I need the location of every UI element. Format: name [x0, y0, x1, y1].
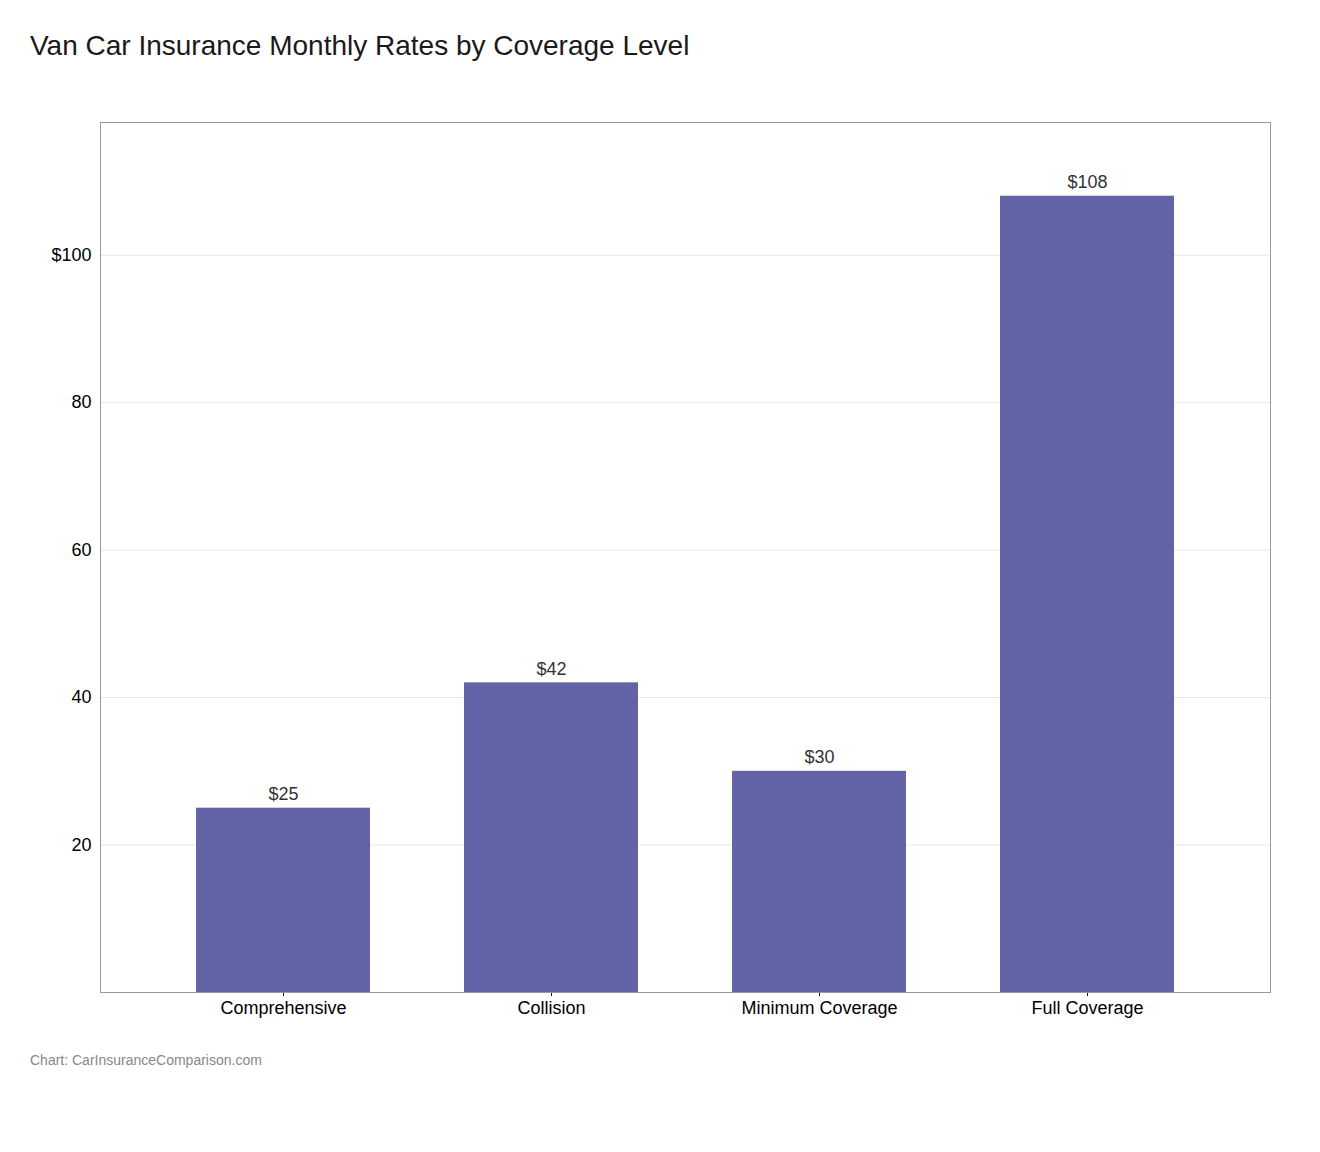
svg-text:60: 60 — [71, 540, 91, 560]
html-text:Chart: CarInsuranceComparison.: Chart: CarInsuranceComparison.com — [30, 1052, 262, 1068]
svg-text:$100: $100 — [51, 245, 91, 265]
svg-text:40: 40 — [71, 687, 91, 707]
svg-text:Comprehensive: Comprehensive — [220, 998, 346, 1018]
svg-text:$108: $108 — [1067, 172, 1107, 192]
svg-text:$25: $25 — [268, 784, 298, 804]
html-text:Van Car Insurance Monthly Rate: Van Car Insurance Monthly Rates by Cover… — [30, 30, 690, 61]
svg-text:$42: $42 — [536, 659, 566, 679]
svg-text:80: 80 — [71, 392, 91, 412]
svg-text:Collision: Collision — [517, 998, 585, 1018]
svg-text:Full Coverage: Full Coverage — [1031, 998, 1143, 1018]
svg-text:Minimum Coverage: Minimum Coverage — [741, 998, 897, 1018]
svg-text:20: 20 — [71, 835, 91, 855]
svg-text:$30: $30 — [804, 747, 834, 767]
